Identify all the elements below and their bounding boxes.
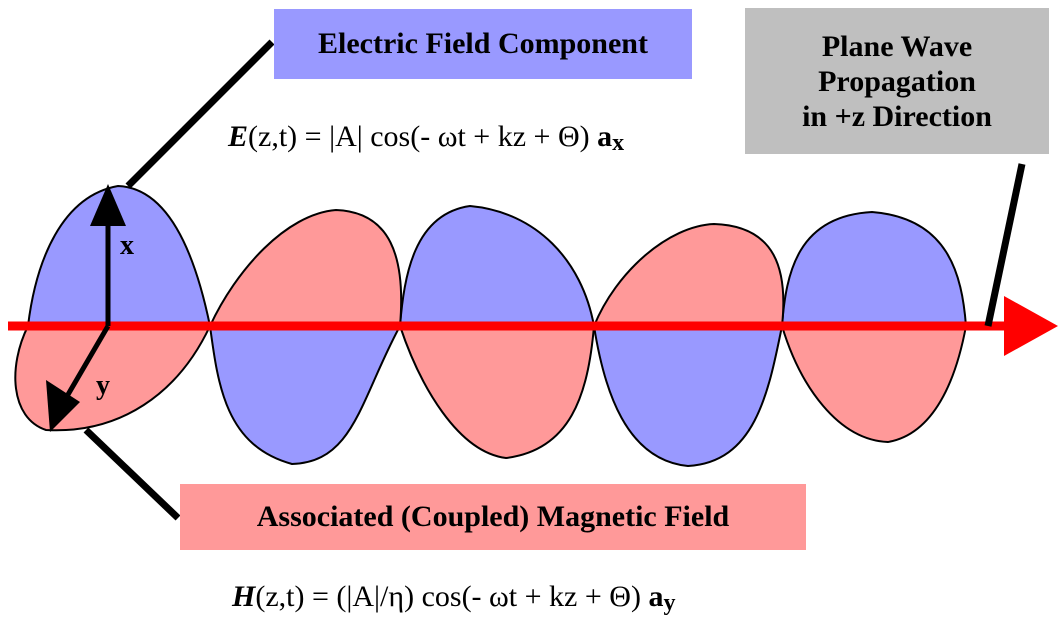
e-field-lobe-1: [26, 184, 212, 327]
magnetic-callout-line: [83, 427, 181, 521]
h-field-lobe-2: [592, 222, 785, 327]
e-symbol: E: [228, 120, 249, 153]
x-axis-label: x: [120, 230, 134, 261]
e-field-lobe-2: [398, 204, 596, 327]
y-axis-arrow: [63, 324, 111, 400]
e-unit-vector-subscript: x: [612, 130, 625, 156]
electric-field-label: Electric Field Component: [274, 9, 692, 79]
x-axis-arrowhead-icon: [90, 184, 126, 226]
e-equation-body: (z,t) = |A| cos(- ωt + kz + Θ): [248, 120, 598, 153]
electric-field-label-text: Electric Field Component: [318, 27, 648, 60]
e-field-lobe-3: [780, 210, 968, 327]
magnetic-field-label-text: Associated (Coupled) Magnetic Field: [256, 500, 730, 533]
magnetic-field-label: Associated (Coupled) Magnetic Field: [180, 484, 806, 550]
z-axis-arrowhead-icon: [1004, 296, 1058, 356]
plane-wave-label-line-1: Plane Wave: [821, 29, 973, 63]
plane-wave-label-line-3: in +z Direction: [802, 99, 992, 133]
y-axis-arrowhead-icon: [46, 380, 80, 432]
e-field-lobe-4: [208, 325, 402, 466]
h-unit-vector: a: [648, 580, 664, 613]
plane-callout-line: [984, 163, 1026, 327]
h-equation-body: (z,t) = (|A|/η) cos(- ωt + kz + Θ): [255, 580, 649, 613]
h-field-lobe-4: [398, 325, 596, 460]
y-axis-label: y: [96, 370, 110, 401]
h-field-lobe-3: [14, 325, 212, 432]
h-field-lobe-1: [208, 208, 403, 327]
plane-wave-label-line-2: Propagation: [818, 64, 976, 98]
plane-wave-label: Plane Wave Propagation in +z Direction: [745, 8, 1049, 154]
h-field-lobe-5: [780, 325, 968, 444]
e-unit-vector: a: [597, 120, 613, 153]
h-unit-vector-subscript: y: [663, 590, 676, 616]
magnetic-field-equation: H(z,t) = (|A|/η) cos(- ωt + kz + Θ) ay: [232, 580, 675, 617]
electric-field-equation: E(z,t) = |A| cos(- ωt + kz + Θ) ax: [228, 120, 624, 157]
e-field-lobe-5: [592, 325, 784, 468]
h-symbol: H: [232, 580, 256, 613]
electric-callout-line: [125, 39, 275, 189]
